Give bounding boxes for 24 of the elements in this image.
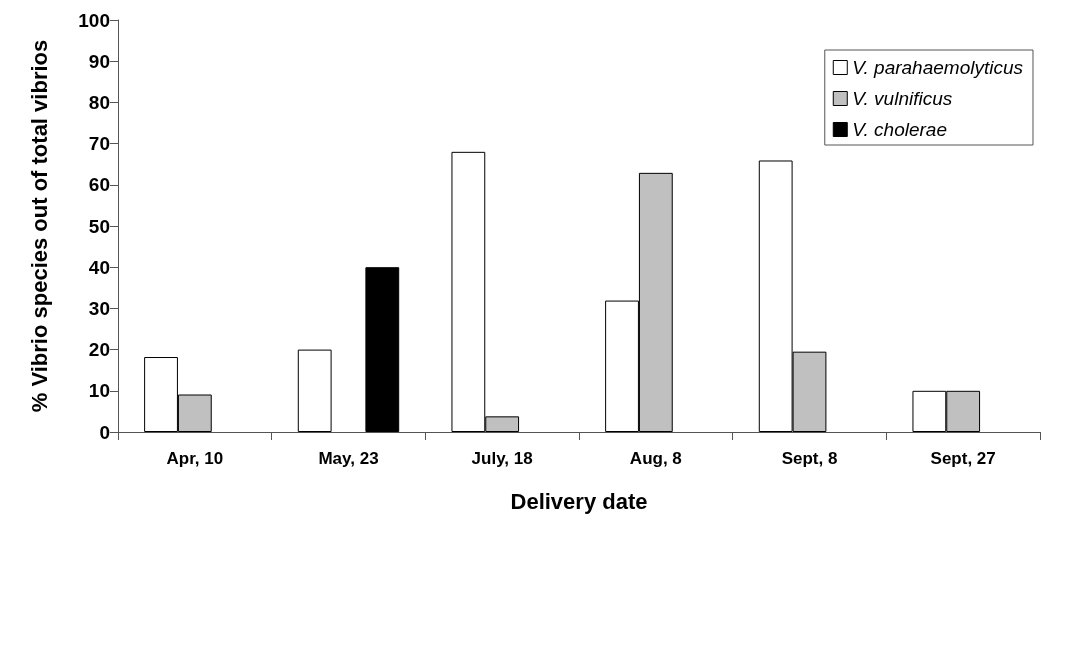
bar <box>365 267 400 432</box>
x-tick-label: Sept, 8 <box>781 449 838 468</box>
y-tick-label: 90 <box>88 50 110 72</box>
y-tick-label: 70 <box>88 133 110 155</box>
y-tick-label: 50 <box>88 215 110 237</box>
y-tick-label: 0 <box>99 421 110 443</box>
y-tick-label: 40 <box>88 256 110 278</box>
x-tick-label: Sept, 27 <box>930 449 996 468</box>
legend-label: V. parahaemolyticus <box>852 57 1024 78</box>
legend-label: V. cholerae <box>852 119 947 140</box>
y-tick-label: 30 <box>88 297 110 319</box>
y-tick-label: 80 <box>88 91 110 113</box>
bar <box>297 349 332 432</box>
x-axis-title: Delivery date <box>510 488 648 514</box>
legend-label: V. vulnificus <box>852 88 953 109</box>
y-tick-label: 10 <box>88 380 110 402</box>
x-tick-label: May, 23 <box>318 449 379 468</box>
x-tick-label: July, 18 <box>471 449 533 468</box>
y-tick-label: 20 <box>88 339 110 361</box>
y-tick-label: 100 <box>78 9 110 31</box>
y-axis-title: % Vibrio species out of total vibrios <box>26 39 52 413</box>
x-tick-label: Aug, 8 <box>629 449 682 468</box>
y-tick-label: 60 <box>88 174 110 196</box>
x-tick-label: Apr, 10 <box>166 449 224 468</box>
